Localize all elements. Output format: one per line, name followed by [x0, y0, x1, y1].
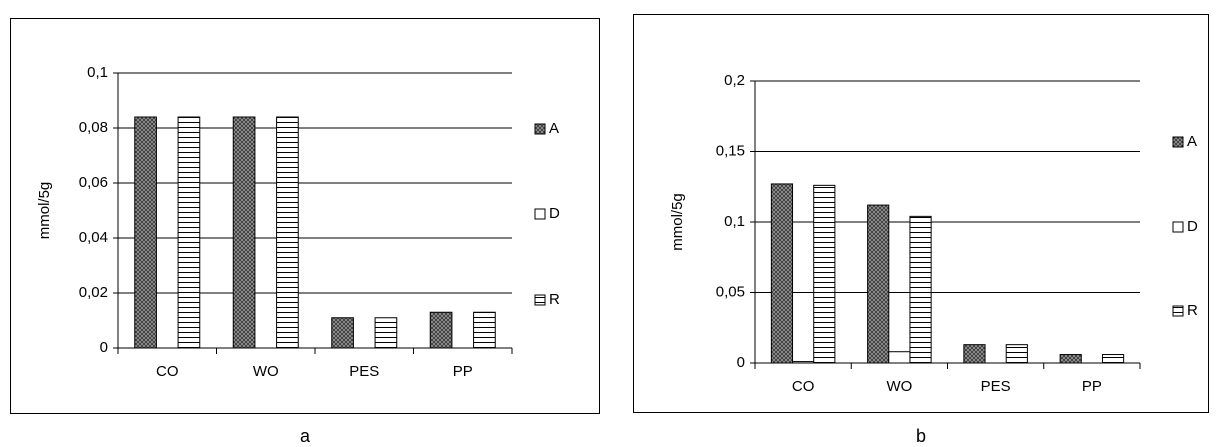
chart-frame [633, 14, 1209, 413]
y-tick-label: 0,05 [716, 283, 745, 300]
y-tick-label: 0,08 [79, 119, 108, 136]
bar [177, 116, 201, 349]
y-tick-label: 0,2 [724, 72, 745, 89]
y-tick-label: 0,15 [716, 142, 745, 159]
legend-swatch [534, 208, 546, 220]
legend-swatch [1172, 136, 1184, 148]
bar [473, 311, 496, 349]
legend-swatch [534, 294, 546, 306]
bar [770, 183, 794, 364]
bar [1005, 344, 1028, 364]
x-tick-label: CO [156, 363, 179, 380]
x-tick-label: CO [792, 378, 815, 395]
bar [1101, 354, 1125, 364]
caption: b [916, 426, 926, 446]
x-tick-label: WO [886, 378, 912, 395]
bar [963, 344, 986, 364]
bar [331, 317, 354, 349]
legend-label: R [549, 291, 560, 308]
y-axis-label: mmol/5g [36, 182, 53, 240]
x-tick-label: WO [253, 363, 279, 380]
x-tick-label: PP [1082, 378, 1102, 395]
y-tick-label: 0,1 [87, 64, 108, 81]
bar [813, 184, 836, 364]
x-tick-label: PES [981, 378, 1011, 395]
legend-label: D [549, 205, 560, 222]
bar [792, 361, 815, 364]
bar [429, 311, 453, 349]
bar [232, 116, 256, 349]
bar [134, 116, 157, 349]
y-axis-label: mmol/5g [669, 193, 686, 251]
bar [374, 317, 398, 349]
bar [867, 204, 890, 364]
bar [276, 116, 299, 349]
y-tick-label: 0,04 [79, 229, 108, 246]
bar [1059, 354, 1082, 364]
x-tick-label: PP [453, 363, 473, 380]
legend-label: R [1187, 302, 1198, 319]
legend-swatch [1172, 221, 1184, 233]
y-tick-label: 0 [737, 354, 745, 371]
y-tick-label: 0,1 [724, 213, 745, 230]
bar [909, 215, 932, 364]
chart-frame [10, 18, 600, 414]
legend-swatch [534, 123, 546, 135]
x-tick-label: PES [349, 363, 379, 380]
y-tick-label: 0,02 [79, 284, 108, 301]
y-tick-label: 0,06 [79, 174, 108, 191]
legend-label: A [549, 120, 559, 137]
y-tick-label: 0 [100, 339, 108, 356]
caption: a [300, 426, 311, 446]
legend-label: A [1187, 133, 1197, 150]
legend-label: D [1187, 218, 1198, 235]
bar [888, 351, 911, 364]
legend-swatch [1172, 305, 1184, 317]
